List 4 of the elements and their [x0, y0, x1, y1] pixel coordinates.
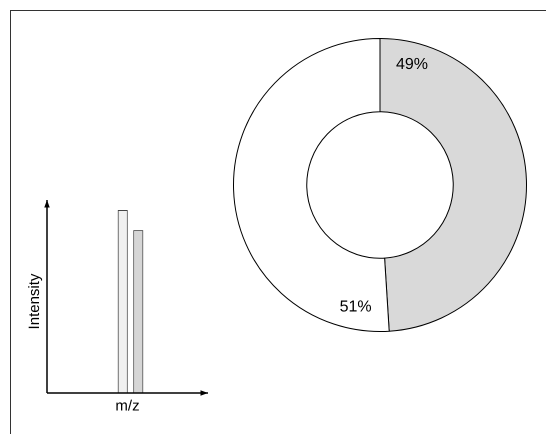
- x-axis-title: m/z: [115, 398, 140, 415]
- y-axis-title: Intensity: [26, 273, 44, 330]
- data-label: 49%: [396, 56, 428, 74]
- data-label: 51%: [340, 298, 372, 316]
